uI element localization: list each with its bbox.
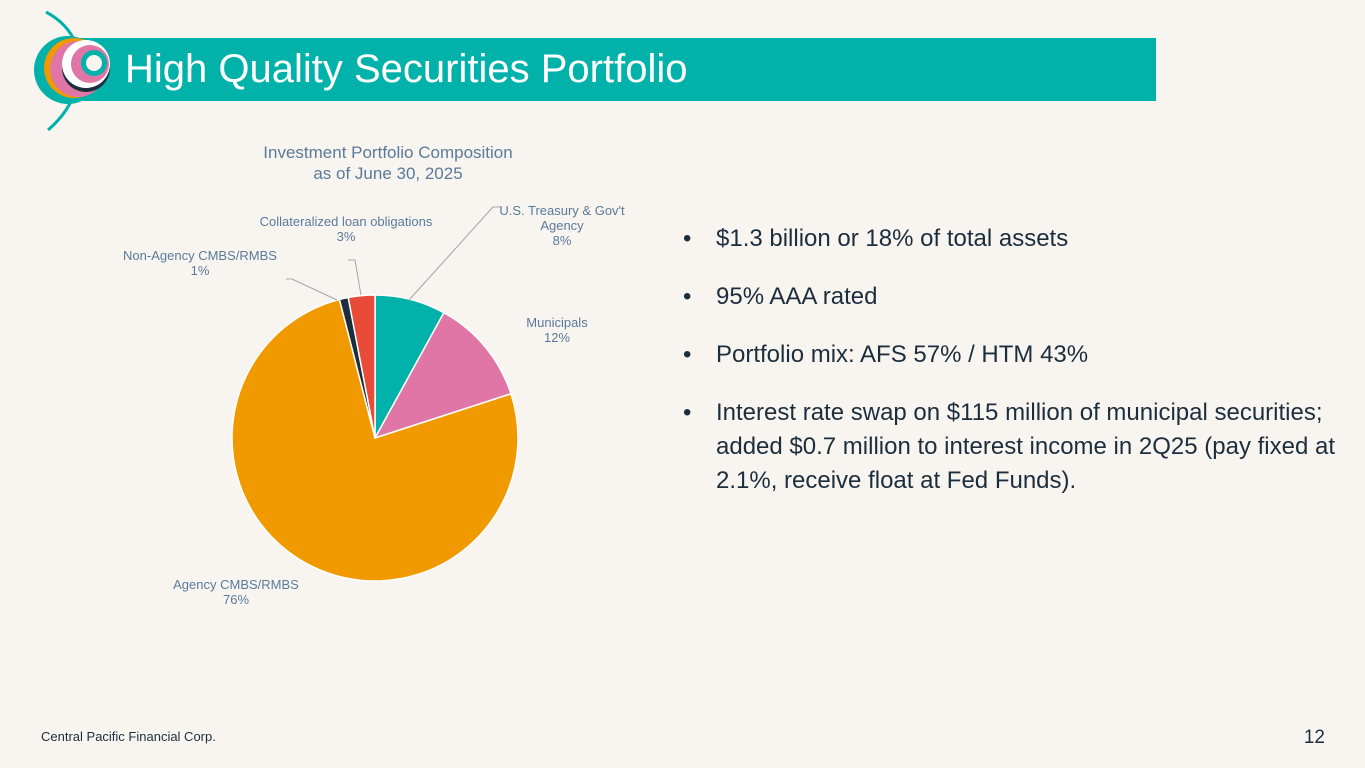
slice-label-agency-cmbs: Agency CMBS/RMBS 76% xyxy=(173,577,299,607)
footer-company: Central Pacific Financial Corp. xyxy=(41,729,216,744)
bullet-item: • $1.3 billion or 18% of total assets xyxy=(683,222,1343,256)
bullet-text: Portfolio mix: AFS 57% / HTM 43% xyxy=(716,341,1089,368)
bullet-item: • Portfolio mix: AFS 57% / HTM 43% xyxy=(683,338,1343,372)
bullet-list: • $1.3 billion or 18% of total assets • 95… xyxy=(683,222,1343,522)
chart-title-line-2: as of June 30, 2025 xyxy=(313,164,463,183)
page-number: 12 xyxy=(1303,727,1325,748)
bullet-dot: • xyxy=(683,341,692,368)
title-bar xyxy=(62,38,1156,101)
bullet-dot: • xyxy=(683,399,692,426)
slice-label-non-agency: Non-Agency CMBS/RMBS 1% xyxy=(123,248,277,278)
slice-municipals xyxy=(373,311,512,440)
bullet-item: • 95% AAA rated xyxy=(683,280,1343,314)
bullet-dot: • xyxy=(683,225,692,252)
chart-title-line-1: Investment Portfolio Composition xyxy=(263,143,513,162)
leader-us-treasury xyxy=(408,206,500,301)
bullet-dot: • xyxy=(683,283,692,310)
slice-agency-cmbs xyxy=(231,298,519,582)
bullet-text: $1.3 billion or 18% of total assets xyxy=(716,225,1069,252)
page-title: High Quality Securities Portfolio xyxy=(125,47,688,91)
bullet-item: • Interest rate swap on $115 million of m… xyxy=(683,396,1343,498)
bullet-text: 95% AAA rated xyxy=(716,283,878,310)
leader-non-agency xyxy=(286,278,338,301)
bullet-text: Interest rate swap on $115 million of mu… xyxy=(716,399,1336,494)
slice-label-clo: Collateralized loan obligations 3% xyxy=(259,214,433,244)
slice-label-municipals: Municipals 12% xyxy=(526,315,588,345)
slice-label-us-treasury: U.S. Treasury & Gov't Agency 8% xyxy=(499,203,625,248)
company-logo-icon xyxy=(34,10,110,132)
leader-clo xyxy=(348,259,362,296)
chart-title: Investment Portfolio Composition as of J… xyxy=(218,142,558,184)
slice-clo xyxy=(347,294,376,439)
